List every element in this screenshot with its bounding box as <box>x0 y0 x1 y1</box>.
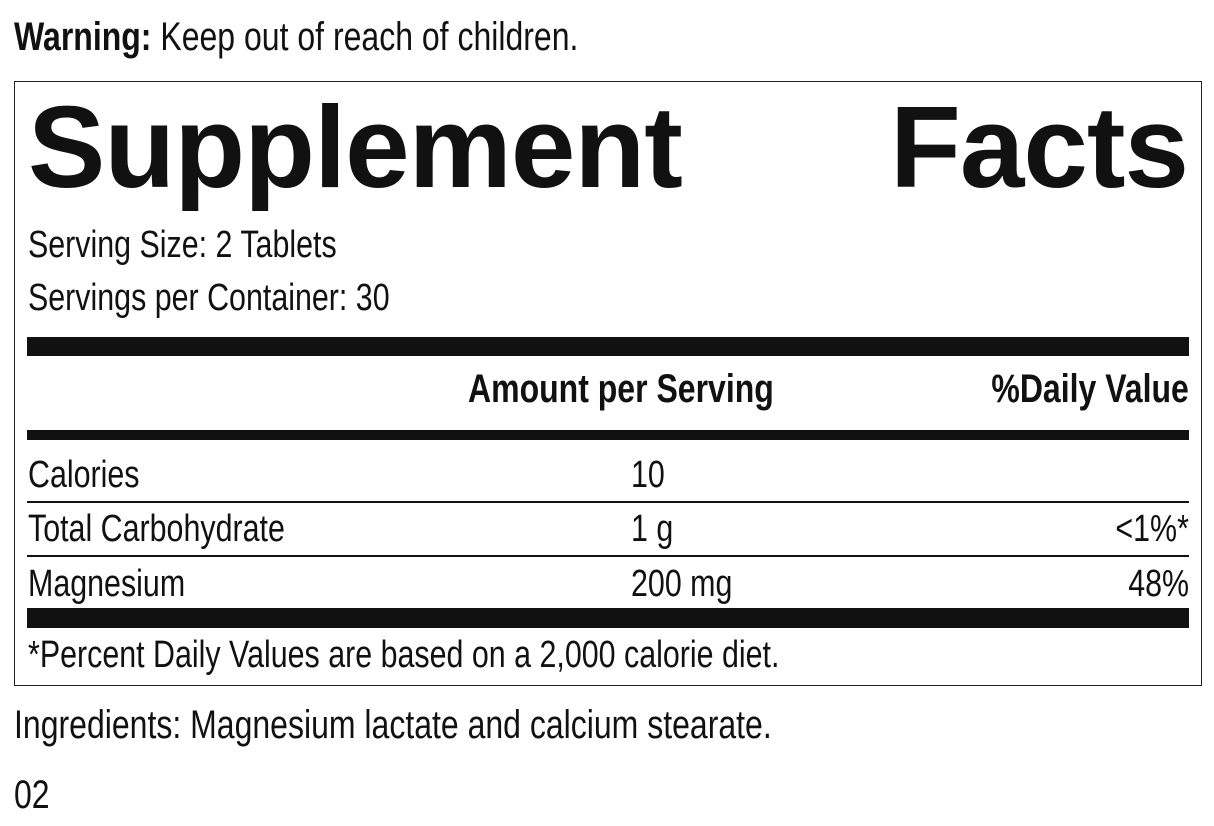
header-amount: Amount per Serving <box>468 367 774 411</box>
row-rule <box>27 555 1189 557</box>
servings-per-container: Servings per Container: 30 <box>28 277 390 319</box>
medium-rule <box>27 430 1189 440</box>
thick-rule <box>27 337 1189 356</box>
footnote: *Percent Daily Values are based on a 2,0… <box>28 634 780 676</box>
row-name: Calories <box>28 454 140 496</box>
facts-title: Supplement Facts <box>28 82 1189 212</box>
warning-label: Warning: <box>14 15 152 59</box>
row-amount: 200 mg <box>631 563 733 605</box>
code: 02 <box>14 773 50 817</box>
row-amount: 10 <box>631 454 665 496</box>
row-rule <box>27 501 1189 503</box>
warning-text: Keep out of reach of children. <box>160 15 579 59</box>
header-daily-value: %Daily Value <box>991 367 1189 411</box>
thick-rule <box>27 608 1189 628</box>
row-name: Total Carbohydrate <box>28 508 285 550</box>
row-amount: 1 g <box>631 508 674 550</box>
ingredients: Ingredients: Magnesium lactate and calci… <box>14 703 772 747</box>
row-daily-value: 48% <box>1128 563 1189 605</box>
serving-size: Serving Size: 2 Tablets <box>28 224 337 266</box>
row-name: Magnesium <box>28 563 186 605</box>
row-daily-value: <1%* <box>1115 508 1189 550</box>
facts-panel <box>14 81 1202 686</box>
warning: Warning: Keep out of reach of children. <box>14 17 720 57</box>
